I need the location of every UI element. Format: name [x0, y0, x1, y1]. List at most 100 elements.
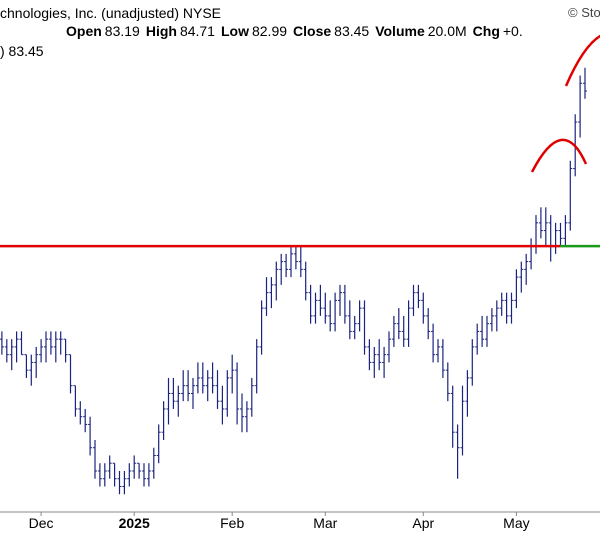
- ohlc-bar: [9, 339, 14, 371]
- arc-annotation-1: [530, 138, 588, 173]
- x-tick-label: Feb: [220, 515, 244, 531]
- ohlc-bar: [151, 447, 156, 479]
- ohlc-bar: [406, 300, 411, 347]
- ohlc-bar: [29, 354, 34, 386]
- ohlc-bar: [416, 284, 421, 309]
- ohlc-bar: [367, 339, 372, 371]
- ohlc-bar: [269, 277, 274, 309]
- ohlc-bar: [176, 385, 181, 417]
- ohlc-bar: [460, 385, 465, 456]
- ohlc-chg-value: +0.: [502, 23, 523, 39]
- x-tick-label: Mar: [313, 515, 337, 531]
- ohlc-bar: [411, 284, 416, 316]
- ohlc-bar: [127, 463, 132, 487]
- ohlc-bar: [534, 215, 538, 254]
- ohlc-bar: [171, 377, 176, 409]
- ohlc-bar: [39, 339, 44, 363]
- ohlc-bar: [240, 393, 244, 433]
- ohlc-bar: [14, 331, 19, 363]
- source-label: © Sto: [568, 5, 600, 20]
- ohlc-bar: [58, 331, 63, 355]
- ohlc-bar: [225, 370, 230, 417]
- ohlc-bar: [323, 292, 328, 324]
- ohlc-bar: [455, 424, 460, 479]
- ohlc-bar: [529, 238, 534, 270]
- ohlc-bar: [142, 463, 146, 487]
- ohlc-bar: [83, 408, 88, 433]
- ohlc-bar: [191, 377, 195, 409]
- ohlc-bar: [342, 284, 347, 324]
- ohlc-high-value: 84.71: [179, 23, 215, 39]
- ohlc-bar: [377, 339, 382, 371]
- ohlc-bar: [146, 463, 151, 487]
- ohlc-bar: [24, 354, 29, 378]
- ohlc-bar: [220, 385, 225, 425]
- ohlc-bar: [485, 315, 489, 347]
- ohlc-bar: [97, 463, 102, 487]
- ohlc-bar: [509, 292, 514, 324]
- price-label: ) 83.45: [0, 43, 44, 59]
- ohlc-bar: [0, 331, 4, 355]
- ohlc-bar: [195, 362, 200, 394]
- ohlc-bar: [93, 439, 97, 479]
- ohlc-bar: [543, 207, 548, 247]
- ohlc-bar: [44, 331, 48, 363]
- ohlc-bar: [132, 455, 137, 479]
- ohlc-bar: [205, 370, 210, 402]
- ohlc-low-value: 82.99: [251, 23, 288, 39]
- ohlc-bar: [475, 323, 480, 355]
- ohlc-bar: [313, 292, 318, 324]
- ohlc-bar: [362, 300, 367, 355]
- ohlc-bar: [4, 339, 9, 363]
- ohlc-bar: [230, 354, 235, 394]
- ohlc-bar: [558, 222, 563, 247]
- x-tick-label: May: [503, 515, 529, 531]
- ohlc-high-label: High: [145, 23, 177, 39]
- ohlc-bar: [112, 462, 117, 487]
- ohlc-bar: [436, 339, 440, 363]
- ohlc-bar: [34, 346, 39, 378]
- ohlc-open-label: Open: [66, 23, 102, 39]
- ohlc-bar: [166, 377, 171, 425]
- ohlc-close-value: 83.45: [334, 23, 370, 39]
- ohlc-bar: [470, 339, 475, 386]
- ohlc-readout: Open 83.19 High 84.71 Low 82.99 Close 83.45 Volu…: [60, 23, 523, 39]
- ohlc-bar: [53, 331, 58, 363]
- ohlc-bar: [181, 370, 186, 402]
- ohlc-bar: [107, 455, 112, 479]
- ohlc-bar: [426, 308, 431, 340]
- ohlc-bar: [48, 331, 53, 355]
- ohlc-bar: [578, 75, 583, 138]
- ohlc-volume-value: 20.0M: [427, 23, 467, 39]
- ohlc-bar: [289, 246, 293, 278]
- ohlc-bar: [274, 261, 279, 301]
- ohlc-bar: [298, 246, 303, 278]
- ohlc-bar: [421, 292, 426, 324]
- ohlc-bar: [480, 315, 485, 347]
- ohlc-bar: [548, 215, 553, 262]
- ohlc-bar: [78, 401, 83, 425]
- ohlc-bar: [465, 370, 470, 417]
- ohlc-bar: [137, 462, 142, 479]
- ohlc-bar: [504, 292, 509, 324]
- ohlc-low-label: Low: [220, 23, 249, 39]
- ohlc-bar: [156, 424, 161, 464]
- ohlc-bar: [347, 300, 352, 340]
- ohlc-bar: [215, 370, 220, 409]
- ohlc-bar: [382, 346, 387, 378]
- ohlc-bar: [391, 315, 396, 347]
- ohlc-bar: [117, 470, 122, 495]
- ohlc-bar: [88, 416, 93, 456]
- ohlc-bar: [450, 385, 455, 448]
- ohlc-bar: [568, 160, 573, 231]
- ohlc-bar: [303, 261, 308, 301]
- ohlc-bar: [489, 308, 494, 332]
- ohlc-bar: [328, 300, 333, 332]
- ohlc-bar: [445, 362, 450, 402]
- ohlc-bar: [284, 253, 289, 278]
- ohlc-bar: [63, 338, 68, 363]
- ohlc-chg-label: Chg: [472, 23, 500, 39]
- ohlc-bar: [396, 308, 401, 340]
- ohlc-bar: [352, 315, 357, 340]
